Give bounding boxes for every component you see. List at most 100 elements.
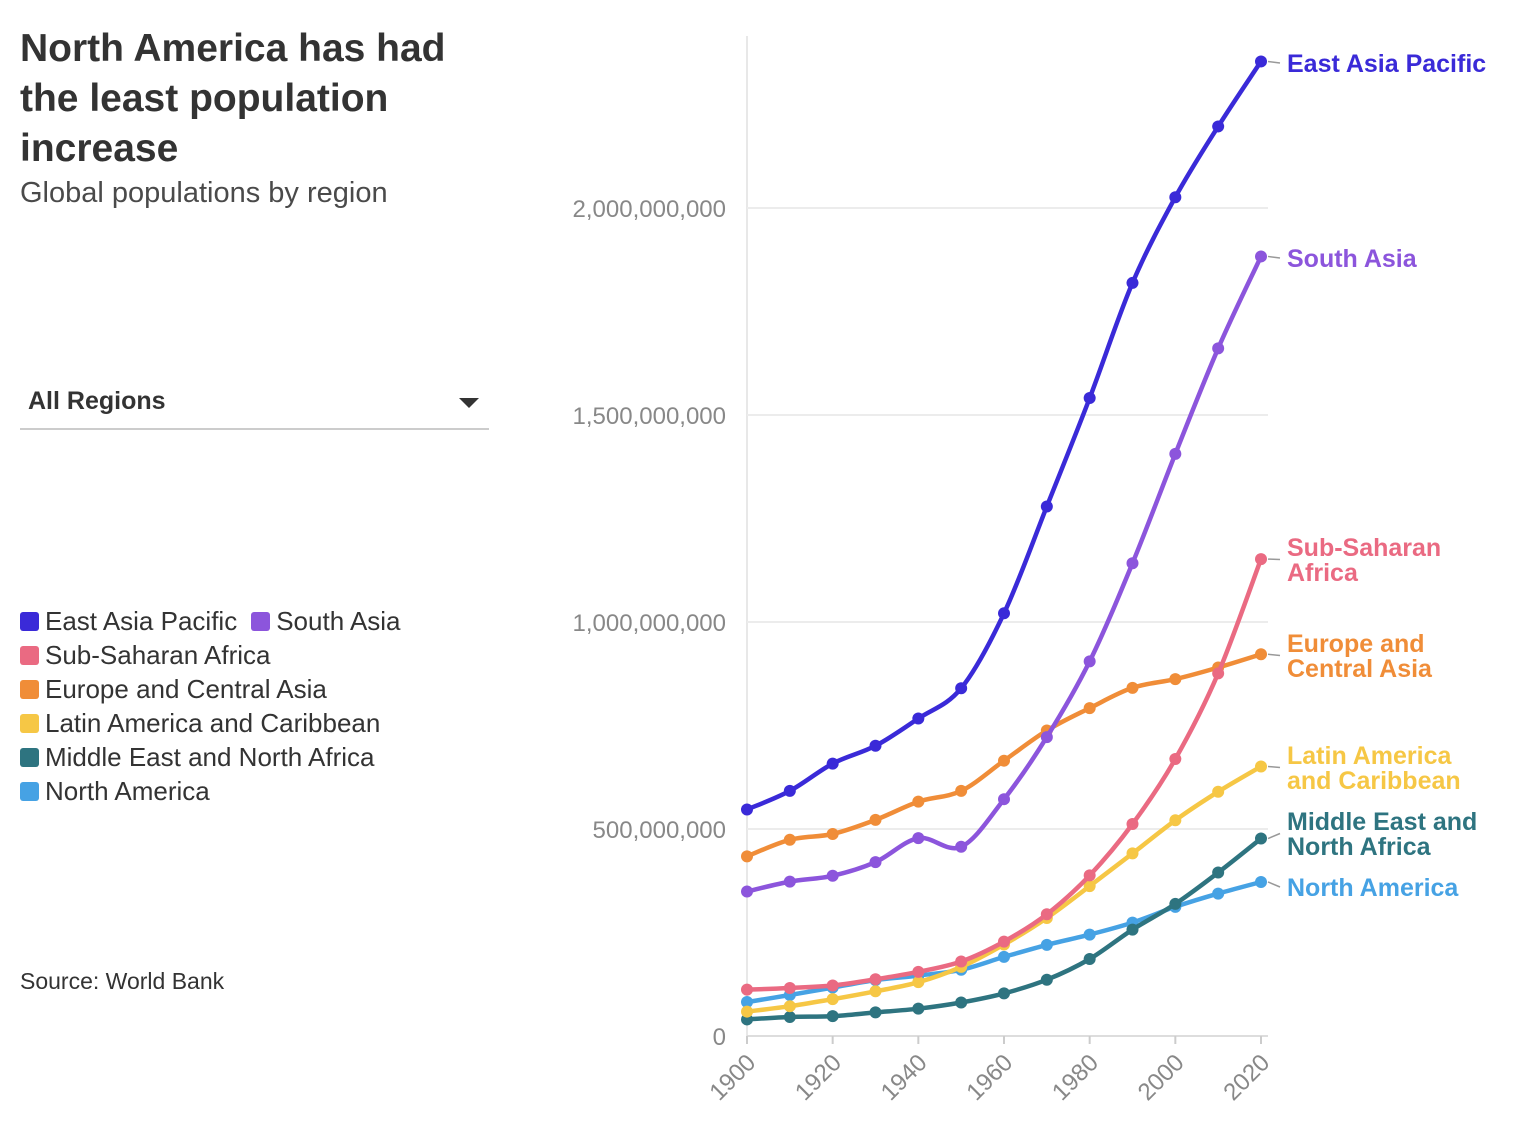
data-point-south-asia-1930[interactable]	[869, 856, 882, 869]
data-point-europe-and-central-asia-1900[interactable]	[741, 850, 753, 863]
data-point-europe-and-central-asia-1980[interactable]	[1083, 702, 1096, 715]
data-point-europe-and-central-asia-2020[interactable]	[1255, 648, 1267, 661]
data-point-latin-america-and-caribbean-1990[interactable]	[1126, 847, 1139, 860]
data-point-sub-saharan-africa-1900[interactable]	[741, 983, 753, 996]
series-label-europe-and-central-asia: Europe and Central Asia	[1287, 630, 1433, 683]
legend-label: Europe and Central Asia	[45, 673, 327, 704]
data-point-east-asia-pacific-1950[interactable]	[955, 682, 968, 695]
chart-subtitle: Global populations by region	[20, 177, 388, 209]
data-point-east-asia-pacific-1970[interactable]	[1040, 500, 1053, 513]
data-point-middle-east-and-north-africa-1920[interactable]	[826, 1010, 839, 1023]
legend-swatch	[20, 611, 39, 631]
data-point-south-asia-1910[interactable]	[783, 875, 796, 888]
data-point-middle-east-and-north-africa-1990[interactable]	[1126, 923, 1139, 936]
region-dropdown[interactable]: All Regions	[20, 380, 489, 430]
data-point-sub-saharan-africa-1910[interactable]	[783, 981, 796, 994]
data-point-europe-and-central-asia-2000[interactable]	[1169, 673, 1182, 686]
legend-item-east-asia-pacific[interactable]: East Asia Pacific	[20, 604, 237, 638]
data-point-middle-east-and-north-africa-2010[interactable]	[1212, 866, 1225, 879]
data-point-middle-east-and-north-africa-1910[interactable]	[783, 1010, 796, 1023]
series-label-line: North Africa	[1287, 833, 1432, 861]
data-point-east-asia-pacific-1910[interactable]	[783, 784, 796, 797]
data-point-europe-and-central-asia-1930[interactable]	[869, 813, 882, 826]
data-point-north-america-1980[interactable]	[1083, 928, 1096, 941]
data-point-latin-america-and-caribbean-1910[interactable]	[783, 1000, 796, 1013]
data-point-south-asia-1950[interactable]	[955, 840, 968, 853]
data-point-south-asia-1900[interactable]	[741, 885, 753, 898]
data-point-latin-america-and-caribbean-1930[interactable]	[869, 985, 882, 998]
legend-label: South Asia	[276, 605, 401, 636]
data-point-europe-and-central-asia-1960[interactable]	[998, 754, 1010, 767]
data-point-middle-east-and-north-africa-1930[interactable]	[869, 1006, 882, 1019]
data-point-latin-america-and-caribbean-1940[interactable]	[912, 976, 925, 989]
data-point-east-asia-pacific-1920[interactable]	[826, 757, 839, 770]
data-point-sub-saharan-africa-1990[interactable]	[1126, 818, 1139, 831]
legend-item-europe-and-central-asia[interactable]: Europe and Central Asia	[20, 672, 327, 706]
data-point-middle-east-and-north-africa-2000[interactable]	[1169, 897, 1182, 910]
data-point-east-asia-pacific-1960[interactable]	[998, 607, 1010, 620]
data-point-middle-east-and-north-africa-1970[interactable]	[1040, 973, 1053, 986]
y-tick-label: 1,000,000,000	[573, 610, 726, 637]
data-point-east-asia-pacific-2020[interactable]	[1255, 55, 1267, 68]
data-point-latin-america-and-caribbean-1980[interactable]	[1083, 880, 1096, 893]
data-point-south-asia-2000[interactable]	[1169, 447, 1182, 460]
legend-item-north-america[interactable]: North America	[20, 774, 210, 808]
data-point-middle-east-and-north-africa-1980[interactable]	[1083, 952, 1096, 965]
data-point-latin-america-and-caribbean-2020[interactable]	[1255, 760, 1267, 773]
data-point-europe-and-central-asia-1940[interactable]	[912, 795, 925, 808]
data-point-sub-saharan-africa-1940[interactable]	[912, 965, 925, 978]
data-point-europe-and-central-asia-1920[interactable]	[826, 827, 839, 840]
data-point-south-asia-1980[interactable]	[1083, 655, 1096, 668]
data-point-europe-and-central-asia-1990[interactable]	[1126, 681, 1139, 694]
data-point-south-asia-1940[interactable]	[912, 832, 925, 845]
data-point-east-asia-pacific-1930[interactable]	[869, 739, 882, 752]
data-point-east-asia-pacific-1940[interactable]	[912, 712, 925, 725]
data-point-sub-saharan-africa-1980[interactable]	[1083, 869, 1096, 882]
data-point-south-asia-2010[interactable]	[1212, 342, 1225, 355]
data-point-east-asia-pacific-2010[interactable]	[1212, 120, 1225, 133]
label-connector	[1267, 653, 1281, 657]
data-point-south-asia-1990[interactable]	[1126, 557, 1139, 570]
data-point-east-asia-pacific-1900[interactable]	[741, 803, 753, 816]
data-point-north-america-1970[interactable]	[1040, 938, 1053, 951]
data-point-east-asia-pacific-2000[interactable]	[1169, 191, 1182, 204]
data-point-north-america-2020[interactable]	[1255, 875, 1267, 888]
data-point-middle-east-and-north-africa-1960[interactable]	[998, 987, 1010, 1000]
data-point-latin-america-and-caribbean-2010[interactable]	[1212, 785, 1225, 798]
data-point-latin-america-and-caribbean-2000[interactable]	[1169, 814, 1182, 827]
data-point-north-america-2010[interactable]	[1212, 887, 1225, 900]
data-point-east-asia-pacific-1990[interactable]	[1126, 276, 1139, 289]
data-point-sub-saharan-africa-1960[interactable]	[998, 935, 1010, 948]
data-point-latin-america-and-caribbean-1900[interactable]	[741, 1005, 753, 1018]
legend-item-south-asia[interactable]: South Asia	[251, 604, 401, 638]
data-point-sub-saharan-africa-1930[interactable]	[869, 973, 882, 986]
data-point-europe-and-central-asia-1910[interactable]	[783, 833, 796, 846]
data-point-sub-saharan-africa-2020[interactable]	[1255, 553, 1267, 566]
data-point-sub-saharan-africa-1950[interactable]	[955, 955, 968, 968]
series-label-line: East Asia Pacific	[1287, 50, 1486, 78]
data-point-sub-saharan-africa-2010[interactable]	[1212, 667, 1225, 680]
data-point-south-asia-1970[interactable]	[1040, 731, 1053, 744]
data-point-middle-east-and-north-africa-2020[interactable]	[1255, 832, 1267, 845]
data-point-europe-and-central-asia-1950[interactable]	[955, 784, 968, 797]
legend-swatch	[20, 713, 39, 733]
data-point-sub-saharan-africa-2000[interactable]	[1169, 753, 1182, 766]
x-tick-label: 2000	[1133, 1049, 1190, 1106]
data-point-south-asia-1960[interactable]	[998, 793, 1010, 806]
legend-item-latin-america-and-caribbean[interactable]: Latin America and Caribbean	[20, 706, 380, 740]
legend-item-middle-east-and-north-africa[interactable]: Middle East and North Africa	[20, 740, 375, 774]
data-point-sub-saharan-africa-1920[interactable]	[826, 979, 839, 992]
caret-down-icon	[459, 398, 479, 408]
data-point-south-asia-1920[interactable]	[826, 869, 839, 882]
data-point-north-america-1960[interactable]	[998, 950, 1010, 963]
data-point-south-asia-2020[interactable]	[1255, 250, 1267, 263]
legend-item-sub-saharan-africa[interactable]: Sub-Saharan Africa	[20, 638, 270, 672]
series-label-south-asia: South Asia	[1287, 245, 1418, 273]
data-point-east-asia-pacific-1980[interactable]	[1083, 392, 1096, 405]
data-point-sub-saharan-africa-1970[interactable]	[1040, 908, 1053, 921]
data-point-middle-east-and-north-africa-1940[interactable]	[912, 1002, 925, 1015]
data-point-latin-america-and-caribbean-1920[interactable]	[826, 993, 839, 1006]
data-point-north-america-1900[interactable]	[741, 996, 753, 1009]
series-label-middle-east-and-north-africa: Middle East and North Africa	[1287, 808, 1477, 861]
data-point-middle-east-and-north-africa-1950[interactable]	[955, 996, 968, 1009]
